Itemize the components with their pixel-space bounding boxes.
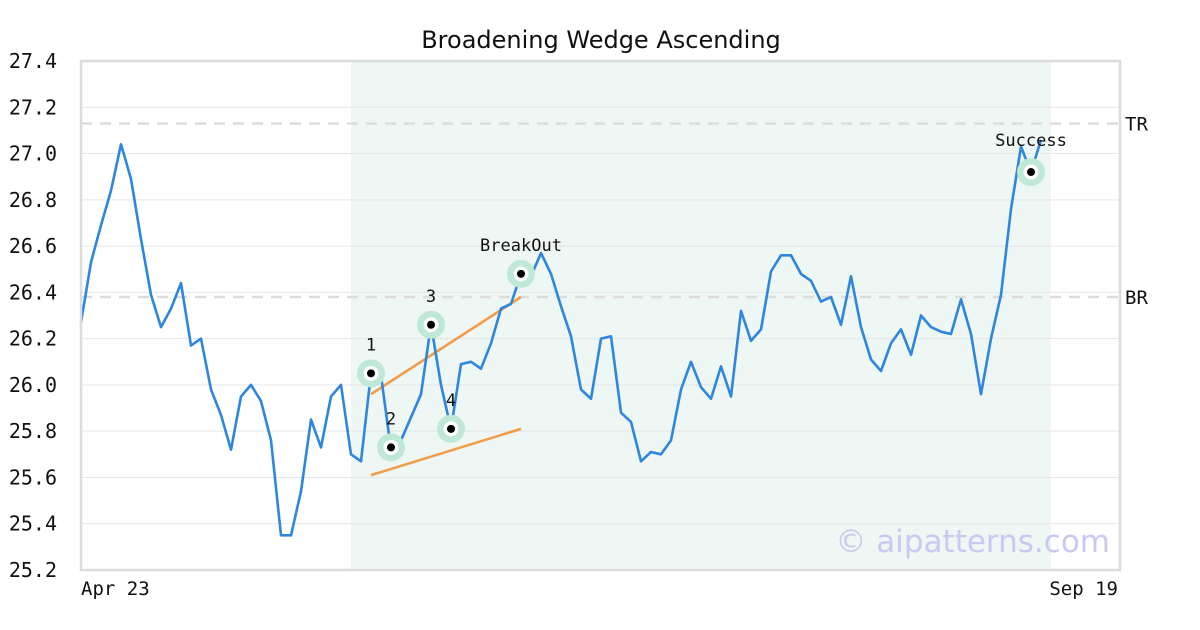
chart-title: Broadening Wedge Ascending [421, 26, 781, 54]
y-tick-label: 26.0 [9, 373, 57, 397]
plot-frame [79, 59, 1122, 572]
y-tick-label: 26.4 [9, 280, 57, 304]
point-dot [1027, 168, 1035, 177]
point-dot [427, 320, 435, 329]
y-tick-label: 25.4 [9, 512, 57, 536]
x-tick-label: Apr 23 [81, 578, 150, 600]
point-label: 2 [386, 409, 396, 429]
trendlines [370, 295, 522, 477]
highlight-region [351, 61, 1051, 570]
level-label-tr: TR [1125, 113, 1148, 135]
y-tick-label: 26.2 [9, 327, 57, 351]
price-line [79, 139, 1043, 537]
y-tick-label: 26.8 [9, 188, 57, 212]
x-tick-label: Sep 19 [1049, 578, 1118, 600]
point-label: Success [995, 131, 1067, 151]
level-lines: TR BR [81, 113, 1148, 309]
x-axis-ticks: Apr 23 Sep 19 [81, 578, 1118, 600]
y-tick-label: 26.6 [9, 234, 57, 258]
point-label: 3 [426, 287, 436, 307]
y-tick-label: 25.6 [9, 465, 57, 489]
y-tick-label: 25.2 [9, 558, 57, 582]
grid-lines [81, 60, 1120, 571]
point-dot [387, 443, 395, 452]
y-axis-ticks: 25.2 25.4 25.6 25.8 26.0 26.2 26.4 26.6 26.8 27.0… [9, 49, 57, 582]
point-dot [517, 269, 525, 278]
y-tick-label: 25.8 [9, 419, 57, 443]
point-label: 1 [366, 335, 376, 355]
point-label: BreakOut [480, 236, 562, 256]
trendline [370, 295, 522, 396]
watermark: © aipatterns.com [835, 524, 1110, 560]
trendline [370, 427, 522, 477]
point-label: 4 [446, 391, 456, 411]
point-dot [367, 369, 375, 378]
point-dot [447, 424, 455, 433]
pattern-points: 1 2 3 4 BreakOut Success [357, 131, 1067, 462]
y-tick-label: 27.2 [9, 95, 57, 119]
y-tick-label: 27.0 [9, 142, 57, 166]
level-label-br: BR [1125, 287, 1148, 309]
y-tick-label: 27.4 [9, 49, 57, 73]
